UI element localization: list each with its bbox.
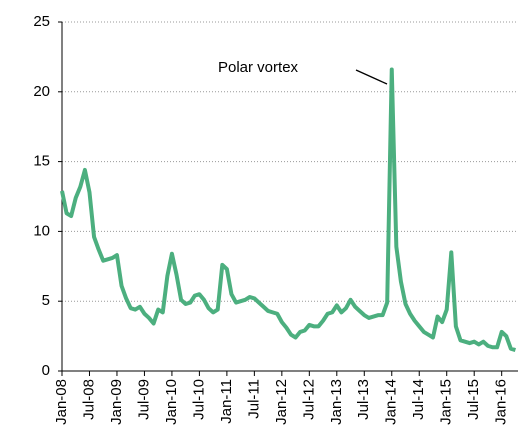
x-tick-label: Jul-11	[245, 379, 262, 419]
x-tick-label: Jan-12	[273, 379, 290, 425]
x-tick-label: Jul-10	[190, 379, 207, 420]
x-tick-label: Jan-09	[108, 379, 125, 425]
x-tick-label: Jul-09	[135, 379, 152, 420]
x-tick-label: Jul-12	[300, 379, 317, 420]
y-tick-label: 0	[42, 362, 50, 379]
x-tick-label: Jul-15	[465, 379, 482, 420]
y-tick-label: 10	[33, 222, 50, 239]
data-line	[60, 67, 517, 352]
x-tick-label: Jan-15	[438, 379, 455, 425]
y-tick-label: 5	[42, 292, 50, 309]
y-tick-label: 25	[33, 13, 50, 30]
x-tick-label: Jan-10	[163, 379, 180, 425]
x-tick-label: Jan-13	[328, 379, 345, 425]
x-tick-label: Jul-13	[355, 379, 372, 420]
annotation-leader	[355, 69, 388, 85]
x-tick-label: Jan-11	[218, 379, 235, 424]
x-tick-label: Jul-08	[80, 379, 97, 420]
y-tick-label: 15	[33, 153, 50, 170]
x-tick-label: Jan-14	[383, 379, 400, 425]
y-tick-label: 20	[33, 83, 50, 100]
x-tick-label: Jul-14	[410, 379, 427, 420]
x-tick-label: Jan-08	[53, 379, 70, 425]
annotation: Polar vortex	[218, 59, 299, 76]
x-tick-label: Jan-16	[493, 379, 510, 425]
